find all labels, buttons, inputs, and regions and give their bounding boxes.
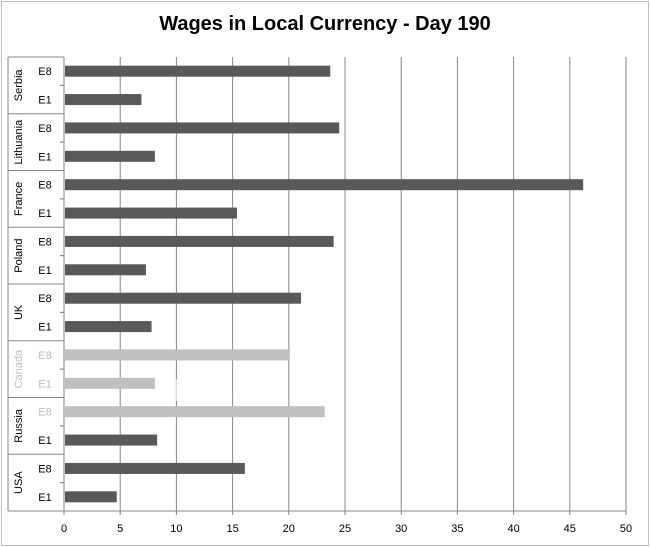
bar-label-france-e1: E1 xyxy=(38,208,51,220)
bar-label-lithuania-e8: E8 xyxy=(38,123,51,135)
bar-france-e8 xyxy=(65,179,584,191)
group-label-serbia: Serbia xyxy=(13,69,25,102)
x-tick-label-45: 45 xyxy=(564,523,576,535)
bar-label-poland-e8: E8 xyxy=(38,236,51,248)
bar-label-uk-e1: E1 xyxy=(38,322,51,334)
bar-label-russia-e1: E1 xyxy=(38,435,51,447)
bar-poland-e1 xyxy=(65,264,146,276)
x-tick-label-35: 35 xyxy=(451,523,463,535)
bar-label-canada-e8: E8 xyxy=(38,350,51,362)
chart-title: Wages in Local Currency - Day 190 xyxy=(159,13,491,35)
bar-label-lithuania-e1: E1 xyxy=(38,151,51,163)
bar-label-poland-e1: E1 xyxy=(38,265,51,277)
bar-usa-e1 xyxy=(65,491,117,503)
group-label-france: France xyxy=(13,182,25,216)
x-tick-label-15: 15 xyxy=(226,523,238,535)
bar-label-serbia-e8: E8 xyxy=(38,66,51,78)
x-tick-label-20: 20 xyxy=(283,523,295,535)
bar-poland-e8 xyxy=(65,235,334,247)
group-label-canada: Canada xyxy=(13,349,25,388)
bar-label-france-e8: E8 xyxy=(38,180,51,192)
x-tick-label-10: 10 xyxy=(170,523,182,535)
bar-uk-e1 xyxy=(65,321,152,333)
group-label-poland: Poland xyxy=(13,238,25,272)
bar-label-canada-e1: E1 xyxy=(38,378,51,390)
x-tick-label-25: 25 xyxy=(339,523,351,535)
bar-lithuania-e8 xyxy=(65,122,340,134)
group-label-usa: USA xyxy=(13,471,25,494)
bar-label-usa-e8: E8 xyxy=(38,463,51,475)
bar-russia-e1 xyxy=(65,434,158,446)
x-tick-label-50: 50 xyxy=(620,523,632,535)
bar-canada-e1 xyxy=(65,377,155,389)
bar-label-usa-e1: E1 xyxy=(38,492,51,504)
x-tick-label-5: 5 xyxy=(117,523,123,535)
bar-canada-e8 xyxy=(65,349,290,361)
group-label-russia: Russia xyxy=(13,408,25,443)
group-label-uk: UK xyxy=(13,304,25,320)
x-tick-label-30: 30 xyxy=(395,523,407,535)
x-tick-label-40: 40 xyxy=(507,523,519,535)
bar-lithuania-e1 xyxy=(65,150,155,162)
bar-label-uk-e8: E8 xyxy=(38,293,51,305)
bar-label-russia-e8: E8 xyxy=(38,407,51,419)
bar-france-e1 xyxy=(65,207,237,219)
bar-serbia-e8 xyxy=(65,65,331,77)
x-tick-label-0: 0 xyxy=(61,523,67,535)
bar-russia-e8 xyxy=(65,406,325,418)
bar-serbia-e1 xyxy=(65,94,142,106)
bar-uk-e8 xyxy=(65,292,302,304)
bar-label-serbia-e1: E1 xyxy=(38,95,51,107)
group-label-lithuania: Lithuania xyxy=(13,119,25,165)
bar-usa-e8 xyxy=(65,462,245,474)
watermark-text: protect xyxy=(174,369,276,402)
